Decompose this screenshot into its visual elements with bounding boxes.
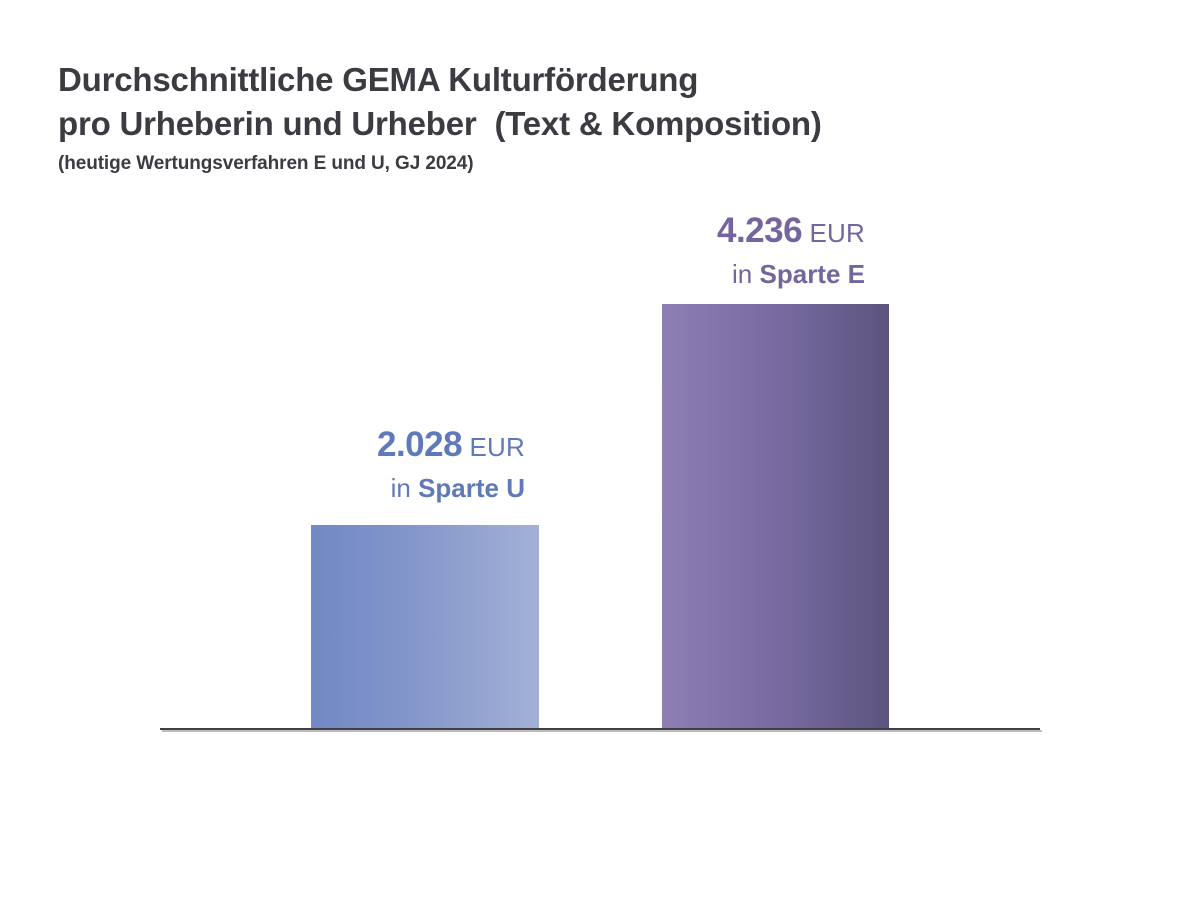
- x-axis-baseline: [160, 728, 1040, 730]
- value-label-sparte-u: 2.028 EUR in Sparte U: [190, 426, 525, 511]
- value-label-sparte-u-row1: 2.028 EUR: [190, 426, 525, 470]
- value-amount-sparte-e: 4.236: [716, 211, 803, 250]
- value-currency-sparte-u: EUR: [462, 432, 525, 462]
- chart-title-block: Durchschnittliche GEMA Kulturförderung p…: [58, 58, 1078, 176]
- value-label-sparte-e-row2: in Sparte E: [545, 256, 865, 297]
- baseline-shadow: [162, 730, 1042, 732]
- value-currency-sparte-e: EUR: [802, 218, 865, 248]
- bar-sparte-e: [662, 304, 889, 729]
- value-preposition-sparte-e: in: [732, 259, 753, 289]
- value-preposition-sparte-u: in: [390, 473, 411, 503]
- value-amount-sparte-u: 2.028: [376, 425, 463, 464]
- bar-sparte-u: [311, 525, 539, 729]
- value-category-sparte-u: Sparte U: [410, 473, 525, 503]
- chart-subtitle: (heutige Wertungsverfahren E und U, GJ 2…: [58, 153, 474, 174]
- value-label-sparte-u-row2: in Sparte U: [190, 470, 525, 511]
- value-category-sparte-e: Sparte E: [752, 259, 866, 289]
- page-title-line-2: pro Urheberin und Urheber (Text & Kompos…: [58, 105, 822, 142]
- value-label-sparte-e-row1: 4.236 EUR: [545, 212, 865, 256]
- page-title-line-1: Durchschnittliche GEMA Kulturförderung: [58, 61, 699, 98]
- value-label-sparte-e: 4.236 EUR in Sparte E: [545, 212, 865, 297]
